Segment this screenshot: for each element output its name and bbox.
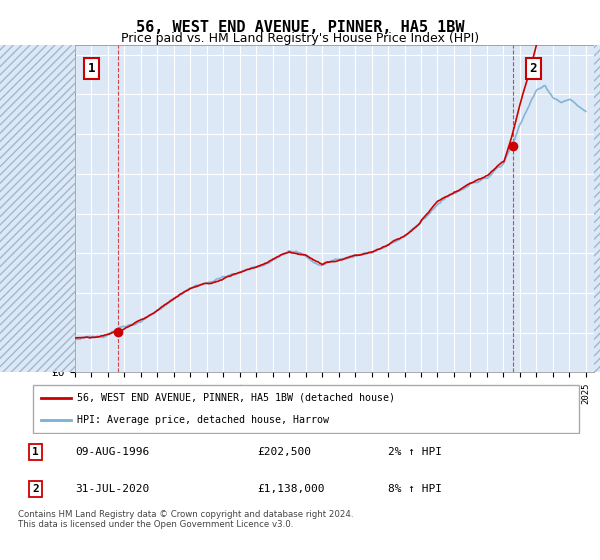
Text: HPI: Average price, detached house, Harrow: HPI: Average price, detached house, Harr… [77,415,329,425]
Text: £202,500: £202,500 [257,447,311,457]
Text: 31-JUL-2020: 31-JUL-2020 [75,484,149,494]
Text: Price paid vs. HM Land Registry's House Price Index (HPI): Price paid vs. HM Land Registry's House … [121,32,479,45]
Text: 8% ↑ HPI: 8% ↑ HPI [389,484,443,494]
Text: 2: 2 [32,484,39,494]
Text: 1: 1 [88,62,95,75]
Text: £1,138,000: £1,138,000 [257,484,325,494]
Text: Contains HM Land Registry data © Crown copyright and database right 2024.
This d: Contains HM Land Registry data © Crown c… [18,510,353,529]
Text: 1: 1 [32,447,39,457]
Text: 56, WEST END AVENUE, PINNER, HA5 1BW: 56, WEST END AVENUE, PINNER, HA5 1BW [136,20,464,35]
Text: 2% ↑ HPI: 2% ↑ HPI [389,447,443,457]
Text: 56, WEST END AVENUE, PINNER, HA5 1BW (detached house): 56, WEST END AVENUE, PINNER, HA5 1BW (de… [77,393,395,403]
FancyBboxPatch shape [33,385,579,433]
Text: 09-AUG-1996: 09-AUG-1996 [75,447,149,457]
Text: 2: 2 [529,62,537,75]
